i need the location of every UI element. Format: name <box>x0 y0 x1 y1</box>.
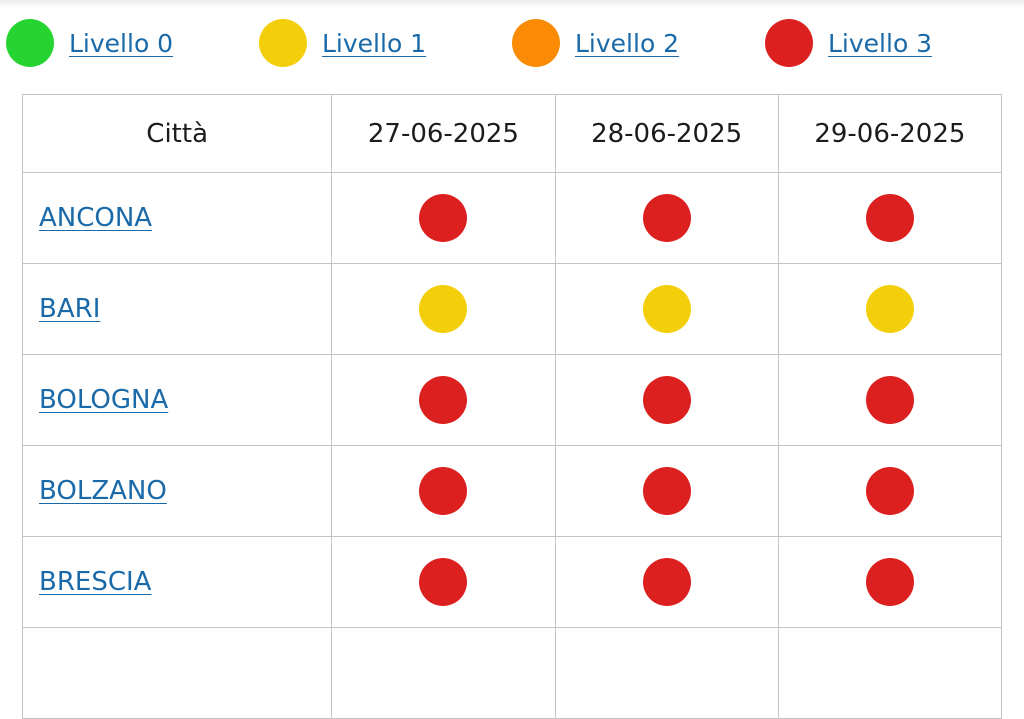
level-cell <box>331 354 556 446</box>
table-row: BOLZANO <box>21 445 1003 537</box>
city-cell <box>21 627 333 719</box>
level-dot-icon <box>642 558 691 606</box>
table-header-row: Città 27-06-2025 28-06-2025 29-06-2025 <box>21 94 1003 173</box>
level-dot-icon <box>419 467 468 515</box>
table-row: BRESCIA <box>21 536 1003 628</box>
level-cell <box>554 627 779 719</box>
legend-item-level-1: Livello 1 <box>259 18 426 68</box>
level-dot-icon <box>419 558 468 606</box>
legend-item-level-2: Livello 2 <box>512 18 679 68</box>
city-cell: BOLZANO <box>21 445 333 537</box>
level-dot-icon <box>865 467 914 515</box>
level-dot-icon <box>642 285 691 333</box>
level-cell <box>777 627 1003 719</box>
level-dot-icon <box>865 285 914 333</box>
level-cell <box>331 627 556 719</box>
city-link-ancona[interactable]: ANCONA <box>39 203 153 233</box>
level-cell <box>777 536 1003 628</box>
legend-link-level-3[interactable]: Livello 3 <box>828 28 933 58</box>
column-header-date-1: 27-06-2025 <box>331 94 556 173</box>
level-cell <box>554 536 779 628</box>
level-dot-icon <box>642 194 691 242</box>
city-cell: ANCONA <box>21 172 333 264</box>
level-cell <box>777 172 1003 264</box>
level-cell <box>554 354 779 446</box>
level-cell <box>331 445 556 537</box>
level-cell <box>554 172 779 264</box>
level-cell <box>777 263 1003 355</box>
level-dot-icon <box>865 558 914 606</box>
legend-link-level-1[interactable]: Livello 1 <box>322 28 427 58</box>
level-0-dot-icon <box>6 19 54 67</box>
city-link-bari[interactable]: BARI <box>39 294 101 324</box>
legend-item-level-3: Livello 3 <box>765 18 932 68</box>
level-cell <box>554 263 779 355</box>
city-cell: BRESCIA <box>21 536 333 628</box>
table-row: BOLOGNA <box>21 354 1003 446</box>
city-link-bolzano[interactable]: BOLZANO <box>39 476 167 506</box>
level-cell <box>331 172 556 264</box>
level-dot-icon <box>419 194 468 242</box>
column-header-city: Città <box>21 94 333 173</box>
column-header-date-2: 28-06-2025 <box>554 94 779 173</box>
level-cell <box>331 263 556 355</box>
city-link-brescia[interactable]: BRESCIA <box>39 567 152 597</box>
level-3-dot-icon <box>765 19 813 67</box>
city-cell: BARI <box>21 263 333 355</box>
top-shadow <box>0 0 1024 8</box>
city-link-bologna[interactable]: BOLOGNA <box>39 385 169 415</box>
legend-item-level-0: Livello 0 <box>6 18 173 68</box>
level-cell <box>777 445 1003 537</box>
table-row: BARI <box>21 263 1003 355</box>
level-cell <box>777 354 1003 446</box>
level-dot-icon <box>865 376 914 424</box>
table-row: ANCONA <box>21 172 1003 264</box>
city-levels-table: Città 27-06-2025 28-06-2025 29-06-2025 A… <box>21 94 1003 719</box>
level-cell <box>331 536 556 628</box>
level-2-dot-icon <box>512 19 560 67</box>
level-dot-icon <box>419 376 468 424</box>
legend-link-level-2[interactable]: Livello 2 <box>575 28 680 58</box>
table-row <box>21 627 1003 719</box>
level-legend: Livello 0 Livello 1 Livello 2 Livello 3 <box>0 18 1024 68</box>
level-dot-icon <box>865 194 914 242</box>
level-1-dot-icon <box>259 19 307 67</box>
city-cell: BOLOGNA <box>21 354 333 446</box>
level-dot-icon <box>419 285 468 333</box>
level-dot-icon <box>642 376 691 424</box>
level-dot-icon <box>642 467 691 515</box>
level-cell <box>554 445 779 537</box>
column-header-date-3: 29-06-2025 <box>777 94 1003 173</box>
legend-link-level-0[interactable]: Livello 0 <box>69 28 174 58</box>
